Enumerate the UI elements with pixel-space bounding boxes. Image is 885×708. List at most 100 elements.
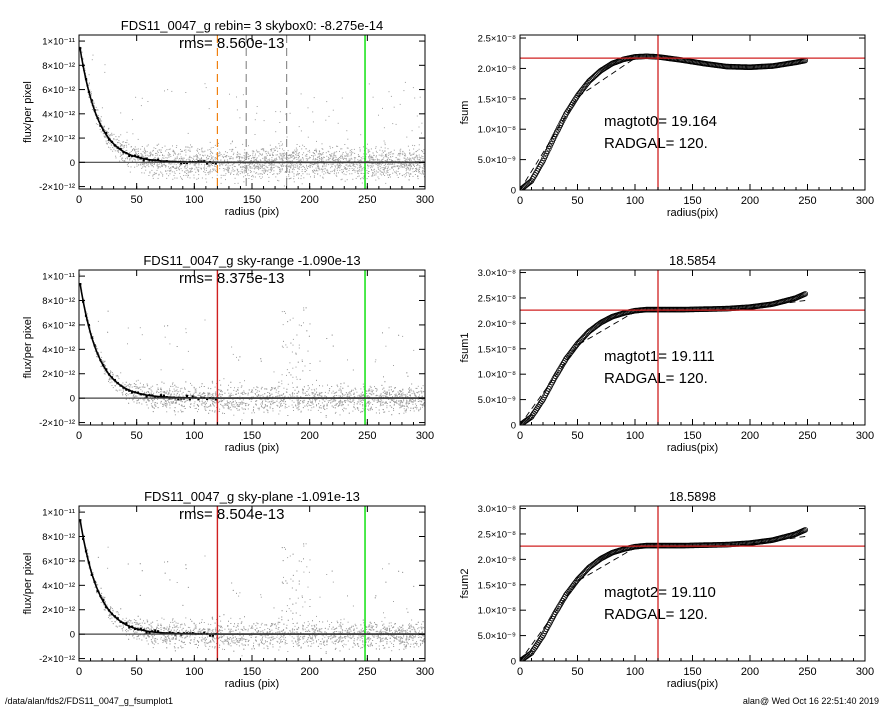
profile-2-point: [177, 386, 179, 388]
profile-1-point: [247, 155, 249, 157]
profile-1-point: [384, 150, 386, 152]
profile-1-point: [397, 166, 398, 167]
profile-1-point: [393, 165, 395, 167]
profile-2-point: [372, 391, 373, 393]
profile-2-point: [361, 399, 363, 401]
profile-1-point: [421, 132, 422, 134]
profile-2-point: [416, 408, 418, 410]
profile-1-point: [185, 151, 187, 153]
profile-1-point: [299, 166, 300, 168]
profile-2-point: [371, 409, 373, 411]
profile-1-point: [280, 155, 282, 157]
profile-1-point: [152, 174, 154, 176]
profile-1-point: [228, 155, 230, 157]
profile-1-point: [321, 160, 323, 162]
profile-2-point: [368, 392, 370, 394]
profile-1-point: [397, 168, 399, 170]
profile-2-point: [261, 405, 262, 407]
profile-1-point: [321, 171, 323, 173]
profile-1-point: [399, 155, 401, 157]
profile-2-point: [419, 403, 421, 405]
profile-2-point: [355, 389, 357, 391]
profile-2-point: [334, 400, 336, 402]
profile-1-point: [385, 163, 386, 165]
profile-1-point: [358, 170, 360, 172]
profile-1-point: [350, 155, 352, 157]
profile-1-point: [346, 147, 348, 149]
profile-1-point: [238, 157, 240, 159]
profile-1-point: [293, 169, 295, 171]
profile-2-point: [413, 400, 415, 402]
profile-1-point: [148, 155, 150, 157]
profile-2-point: [223, 404, 225, 406]
profile-1-point: [85, 75, 87, 77]
profile-1-point: [256, 158, 257, 160]
profile-2-point: [165, 404, 167, 406]
profile-1-point: [225, 173, 227, 175]
profile-1-point: [283, 165, 285, 167]
profile-1-point: [413, 148, 415, 150]
profile-2-point: [313, 396, 315, 398]
profile-1-point: [172, 178, 174, 180]
profile-1-point: [211, 171, 213, 173]
profile-1-point: [397, 154, 399, 156]
profile-1-point: [228, 171, 230, 173]
profile-2-point: [79, 273, 81, 275]
profile-1-point: [294, 158, 296, 160]
profile-1-point: [294, 164, 296, 166]
profile-1-point: [251, 179, 253, 180]
profile-1-point: [118, 142, 120, 144]
profile-1-point: [255, 167, 257, 169]
profile-1-point: [371, 157, 373, 159]
profile-2-point: [175, 390, 177, 392]
profile-1-point: [340, 165, 342, 167]
profile-1-point: [396, 172, 397, 174]
profile-1-point: [347, 153, 349, 155]
profile-1-point: [201, 147, 203, 149]
fsum-1-xtick-label: 200: [741, 195, 759, 207]
profile-1-point: [383, 167, 385, 169]
profile-1-point: [357, 171, 359, 173]
profile-1-point: [286, 176, 288, 178]
profile-1-point: [201, 159, 203, 161]
profile-1-profile-point: [84, 77, 88, 81]
profile-1-point: [341, 155, 343, 157]
profile-1-point: [146, 154, 148, 156]
profile-1-point: [412, 153, 414, 155]
profile-1-point: [392, 160, 393, 161]
profile-1-point: [264, 169, 266, 171]
profile-1-point: [234, 177, 236, 179]
profile-1-point: [208, 171, 210, 173]
profile-1-point: [307, 167, 308, 169]
profile-1-point: [403, 157, 405, 159]
profile-1-point: [345, 157, 347, 159]
profile-1-point: [351, 158, 353, 160]
profile-2-point: [143, 386, 144, 388]
profile-1-point: [323, 170, 325, 172]
profile-1-point: [370, 167, 372, 169]
profile-1-point: [249, 163, 251, 165]
profile-1-point: [290, 177, 292, 179]
profile-2-point: [154, 402, 156, 404]
profile-2-point: [229, 394, 231, 396]
profile-1-point: [402, 166, 404, 168]
profile-2-point: [200, 394, 202, 396]
profile-1-point: [360, 170, 362, 172]
profile-1-point: [354, 158, 356, 160]
profile-1-point: [298, 160, 300, 162]
profile-1-point: [291, 156, 293, 158]
profile-2-point: [307, 389, 309, 391]
profile-1-point: [193, 164, 195, 166]
profile-1-point: [104, 126, 105, 128]
profile-1-point: [414, 166, 415, 167]
profile-1-point: [144, 166, 146, 168]
profile-2-point: [320, 407, 322, 409]
profile-1-point: [144, 147, 145, 149]
profile-2-point: [318, 392, 320, 394]
profile-1-point: [382, 158, 384, 160]
profile-1-point: [316, 158, 318, 160]
profile-1-point: [322, 169, 323, 171]
profile-1-profile-point: [145, 157, 148, 160]
profile-1-point: [385, 154, 386, 155]
profile-1-point: [133, 148, 134, 150]
